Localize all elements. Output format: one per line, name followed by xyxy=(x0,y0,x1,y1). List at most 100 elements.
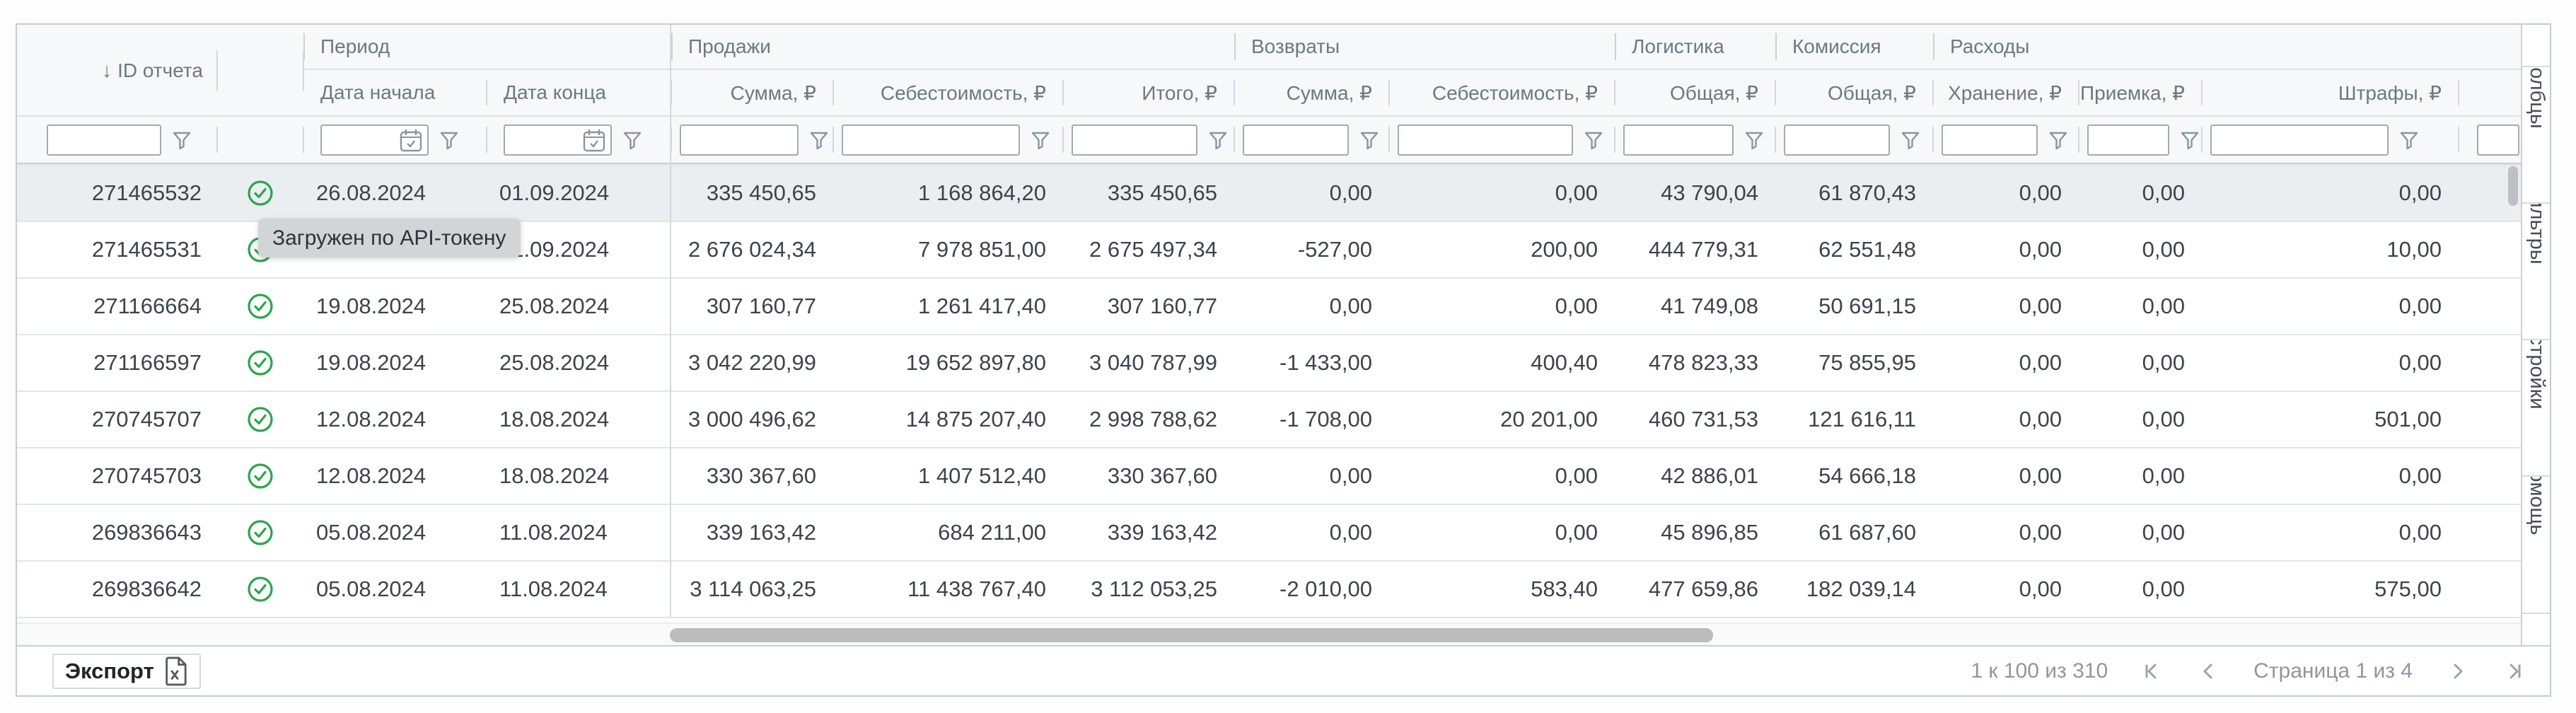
calendar-icon[interactable] xyxy=(582,127,606,153)
filter-input-returns-cost[interactable] xyxy=(1398,124,1573,156)
filter-input-logistics[interactable] xyxy=(1623,124,1734,156)
filter-funnel-icon[interactable] xyxy=(439,129,460,151)
filter-funnel-icon[interactable] xyxy=(1359,129,1380,151)
col-header-commission-total[interactable]: Общая, ₽ xyxy=(1775,70,1934,115)
sales-sum-cell: 339 163,42 xyxy=(706,520,816,545)
group-expenses: Расходы xyxy=(1933,25,2522,70)
tab-filters[interactable]: Фильтры xyxy=(2522,204,2550,340)
filter-input-sales-total[interactable] xyxy=(1072,124,1197,156)
filter-funnel-icon[interactable] xyxy=(622,129,643,151)
calendar-icon[interactable] xyxy=(399,127,423,153)
filter-input-returns-sum[interactable] xyxy=(1243,124,1349,156)
horizontal-scrollbar[interactable] xyxy=(17,622,2522,645)
fines-cell: 575,00 xyxy=(2374,576,2442,601)
tab-columns[interactable]: Столбцы xyxy=(2522,67,2550,204)
date-end-cell: 18.08.2024 xyxy=(499,407,610,431)
table-row[interactable]: 269836642 05.08.2024 11.08.2024 3 114 06… xyxy=(17,560,2522,617)
filter-funnel-icon[interactable] xyxy=(1744,129,1765,151)
sales-total-cell: 2 675 497,34 xyxy=(1089,237,1217,262)
first-page-button[interactable] xyxy=(2140,659,2164,683)
filter-input-commission[interactable] xyxy=(1784,124,1890,156)
tab-settings[interactable]: Настройки xyxy=(2522,340,2550,477)
col-header-date-end[interactable]: Дата конца xyxy=(487,70,672,115)
acceptance-cell: 0,00 xyxy=(2142,463,2185,488)
col-header-sales-total[interactable]: Итого, ₽ xyxy=(1063,70,1235,115)
filter-funnel-icon[interactable] xyxy=(1900,129,1921,151)
date-end-cell: 25.08.2024 xyxy=(499,294,610,318)
prev-page-button[interactable] xyxy=(2197,659,2221,683)
filter-input-cut[interactable] xyxy=(2477,124,2519,156)
table-row[interactable]: 270745707 12.08.2024 18.08.2024 3 000 49… xyxy=(17,390,2522,447)
tab-help[interactable]: Помощь xyxy=(2522,477,2550,614)
filter-row xyxy=(17,117,2522,163)
status-ok-icon[interactable] xyxy=(246,518,274,547)
filter-funnel-icon[interactable] xyxy=(171,129,192,151)
sub-header-row: Дата начала Дата конца Сумма, ₽ Себестои… xyxy=(17,70,2522,117)
filter-input-acceptance[interactable] xyxy=(2087,124,2169,156)
table-row[interactable]: 270745703 12.08.2024 18.08.2024 330 367,… xyxy=(17,447,2522,504)
vertical-scrollbar-thumb[interactable] xyxy=(2508,166,2518,206)
table-row[interactable]: 271166597 19.08.2024 25.08.2024 3 042 22… xyxy=(17,334,2522,390)
filter-input-sales-sum[interactable] xyxy=(680,124,799,156)
col-header-report-id[interactable]: ↓ ID отчета xyxy=(17,25,218,117)
sales-cost-cell: 19 652 897,80 xyxy=(905,350,1046,375)
filter-funnel-icon[interactable] xyxy=(1583,129,1604,151)
filter-funnel-icon[interactable] xyxy=(1030,129,1051,151)
export-button[interactable]: Экспорт xyxy=(52,653,201,689)
status-ok-icon[interactable] xyxy=(246,349,274,377)
date-end-cell: 01.09.2024 xyxy=(499,180,610,205)
filter-input-storage[interactable] xyxy=(1942,124,2038,156)
last-page-button[interactable] xyxy=(2502,659,2526,683)
table-row[interactable]: 269836643 05.08.2024 11.08.2024 339 163,… xyxy=(17,504,2522,560)
col-header-sales-sum[interactable]: Сумма, ₽ xyxy=(671,70,834,115)
rail-top-cell xyxy=(2522,25,2550,67)
filter-funnel-icon[interactable] xyxy=(2398,129,2420,151)
status-cell xyxy=(217,335,303,390)
returns-sum-cell: -1 433,00 xyxy=(1280,350,1372,375)
col-header-fines[interactable]: Штрафы, ₽ xyxy=(2202,70,2459,115)
filter-funnel-icon[interactable] xyxy=(808,129,830,151)
col-header-storage[interactable]: Хранение, ₽ xyxy=(1933,70,2079,115)
vertical-scrollbar[interactable] xyxy=(2508,166,2519,612)
fines-cell: 10,00 xyxy=(2386,237,2442,262)
returns-cost-cell: 200,00 xyxy=(1531,237,1598,262)
col-header-logistics-total[interactable]: Общая, ₽ xyxy=(1615,70,1776,115)
filter-input-fines[interactable] xyxy=(2210,124,2389,156)
returns-cost-cell: 20 201,00 xyxy=(1500,407,1598,431)
commission-cell: 121 616,11 xyxy=(1808,407,1916,431)
returns-sum-cell: -2 010,00 xyxy=(1280,576,1372,601)
filter-input-sales-cost[interactable] xyxy=(842,124,1020,156)
status-ok-icon[interactable] xyxy=(246,405,274,434)
fines-cell: 0,00 xyxy=(2398,463,2442,488)
fines-cell: 0,00 xyxy=(2398,294,2442,318)
table-row[interactable]: 271166664 19.08.2024 25.08.2024 307 160,… xyxy=(17,277,2522,334)
commission-cell: 50 691,15 xyxy=(1818,294,1916,318)
col-header-acceptance[interactable]: Приемка, ₽ xyxy=(2079,70,2203,115)
table-row[interactable]: 271465532 26.08.2024 01.09.2024 335 450,… xyxy=(17,164,2522,221)
col-header-sales-cost[interactable]: Себестоимость, ₽ xyxy=(833,70,1064,115)
report-id-cell: 271465532 xyxy=(91,180,202,205)
col-header-returns-sum[interactable]: Сумма, ₽ xyxy=(1234,70,1390,115)
status-ok-icon[interactable] xyxy=(246,179,274,207)
status-ok-icon[interactable] xyxy=(246,292,274,320)
sort-desc-icon[interactable]: ↓ xyxy=(102,59,112,81)
horizontal-scrollbar-thumb[interactable] xyxy=(670,628,1713,642)
col-header-status xyxy=(217,25,304,117)
storage-cell: 0,00 xyxy=(2019,407,2062,431)
sales-total-cell: 307 160,77 xyxy=(1107,294,1217,318)
sales-total-cell: 3 112 053,25 xyxy=(1091,576,1217,601)
next-page-button[interactable] xyxy=(2445,659,2469,683)
group-logistics: Логистика xyxy=(1615,25,1775,70)
status-ok-icon[interactable] xyxy=(246,462,274,490)
col-header-date-start[interactable]: Дата начала xyxy=(303,70,487,115)
filter-funnel-icon[interactable] xyxy=(1207,129,1229,151)
col-header-returns-cost[interactable]: Себестоимость, ₽ xyxy=(1389,70,1615,115)
filter-funnel-icon[interactable] xyxy=(2179,129,2200,151)
returns-cost-cell: 583,40 xyxy=(1531,576,1598,601)
filter-input-id[interactable] xyxy=(47,124,161,156)
pagination: 1 к 100 из 310 Страница 1 из 4 xyxy=(1971,659,2550,683)
status-ok-icon[interactable] xyxy=(246,575,274,603)
date-start-cell: 12.08.2024 xyxy=(316,463,427,488)
report-id-cell: 269836643 xyxy=(91,520,202,545)
filter-funnel-icon[interactable] xyxy=(2048,129,2069,151)
